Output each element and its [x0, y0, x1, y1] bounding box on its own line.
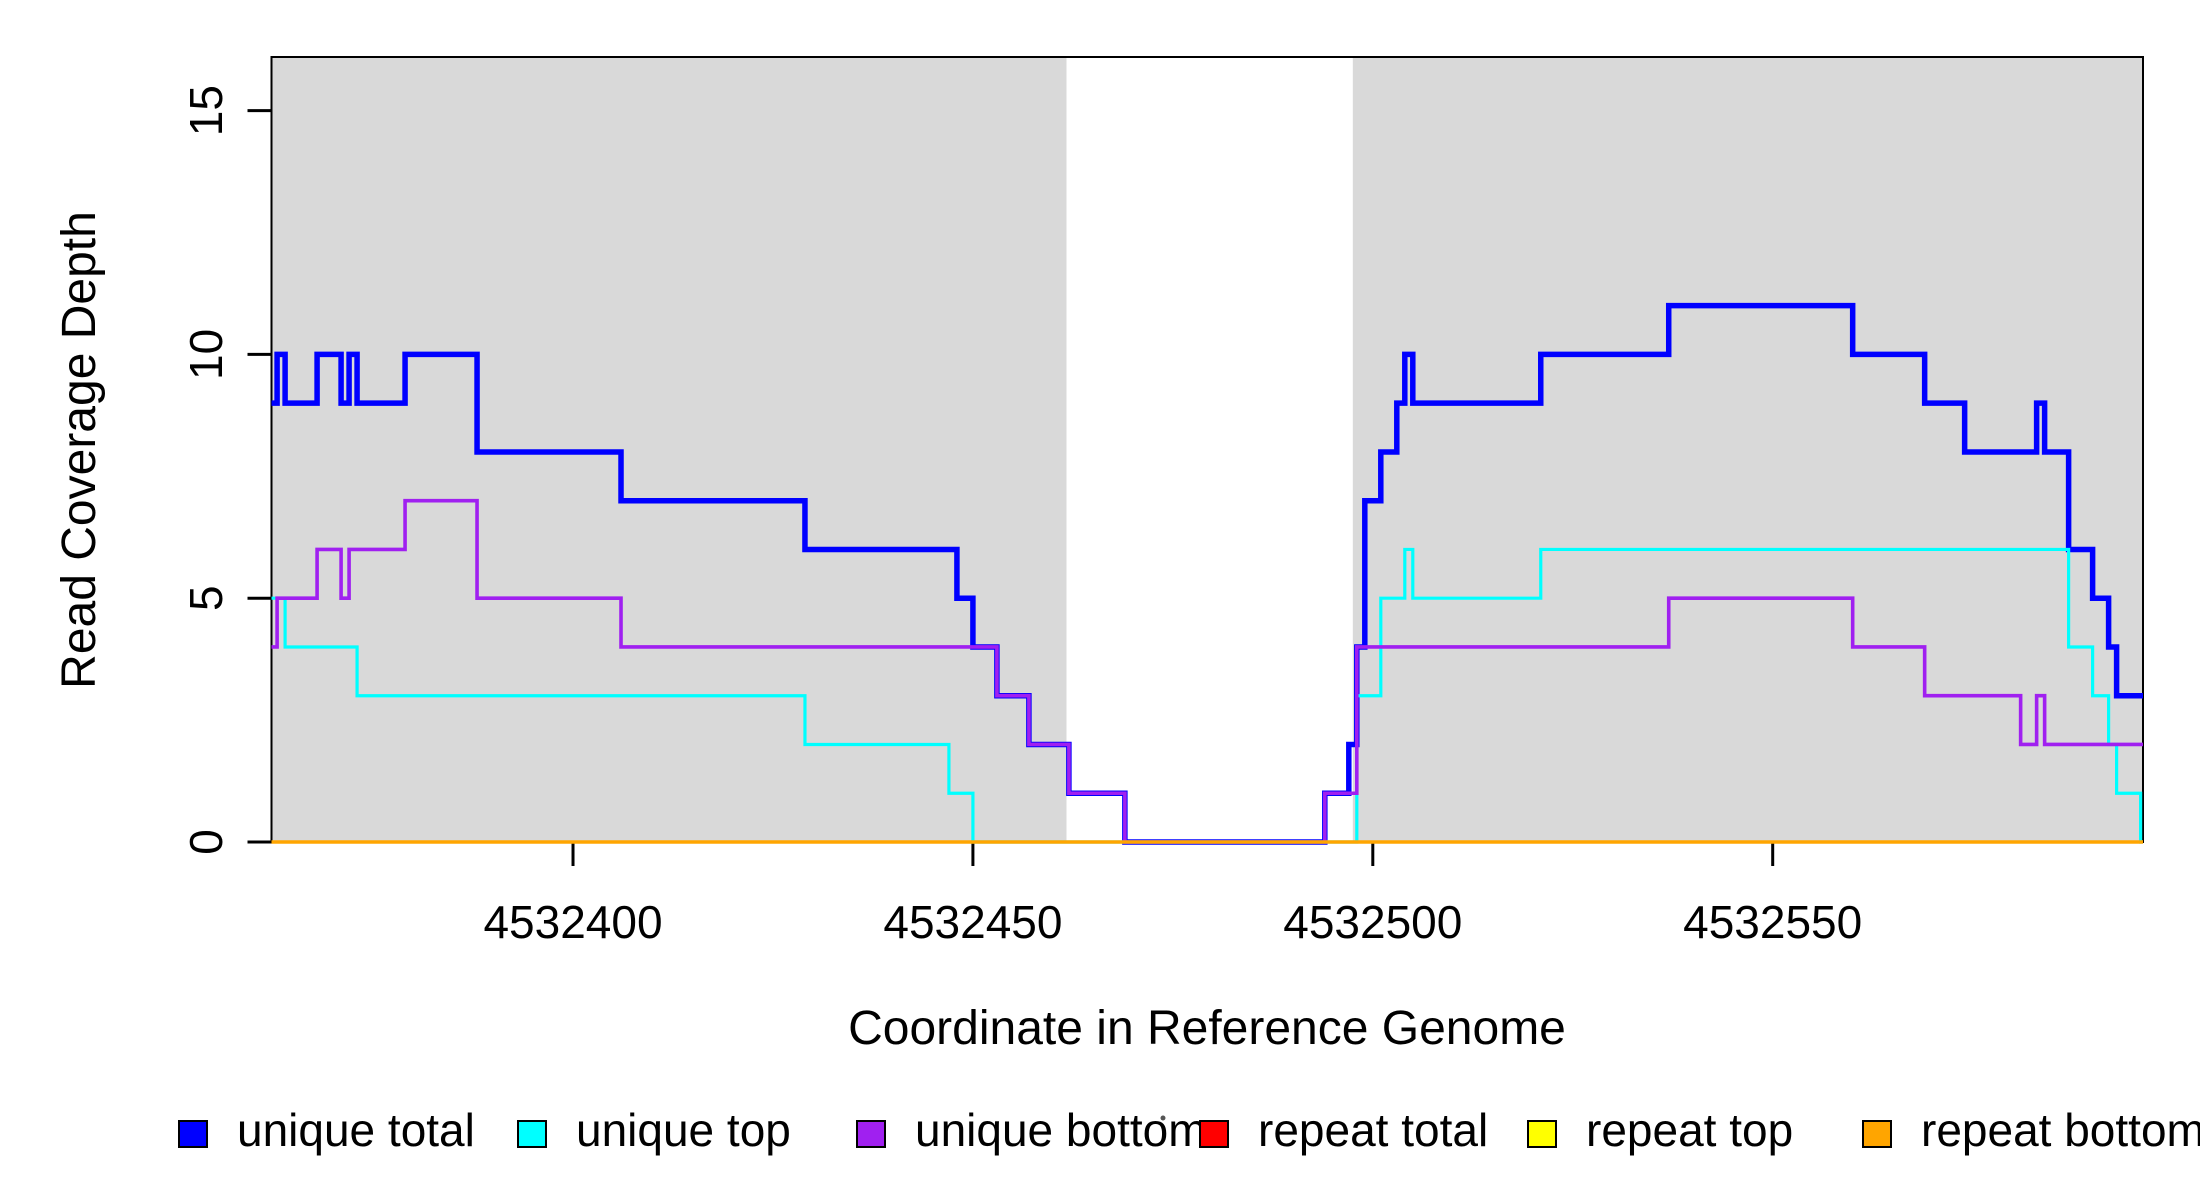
legend-label-unique-total: unique total [237, 1104, 475, 1156]
y-tick-label: 10 [180, 329, 232, 380]
legend-swatch-repeat-top [1527, 1120, 1557, 1148]
stray-dot [1160, 1115, 1166, 1121]
series-line-unique-bottom [271, 498, 2143, 844]
legend-swatch-unique-bottom [856, 1120, 886, 1148]
x-tick-label: 4532550 [1683, 896, 1862, 948]
legend-swatch-repeat-bottom [1862, 1120, 1892, 1148]
legend-swatch-repeat-total [1199, 1120, 1229, 1148]
y-tick-label: 15 [180, 85, 232, 136]
x-tick-label: 4532450 [883, 896, 1062, 948]
x-tick-label: 4532400 [483, 896, 662, 948]
x-tick-label: 4532500 [1283, 896, 1462, 948]
shaded-region-left [271, 57, 1067, 842]
legend-label-unique-top: unique top [576, 1104, 791, 1156]
x-axis-title: Coordinate in Reference Genome [848, 1002, 1566, 1055]
y-tick-label: 0 [180, 829, 232, 855]
legend-label-repeat-bottom: repeat bottom [1921, 1104, 2200, 1156]
legend-label-unique-bottom: unique bottom [915, 1104, 1207, 1156]
legend-swatch-unique-top [517, 1120, 547, 1148]
y-axis-title: Read Coverage Depth [53, 211, 106, 689]
series-line-unique-total [271, 302, 2143, 845]
y-tick-label: 5 [180, 585, 232, 611]
legend-label-repeat-total: repeat total [1258, 1104, 1488, 1156]
legend-label-repeat-top: repeat top [1586, 1104, 1793, 1156]
legend-swatch-unique-total [178, 1120, 208, 1148]
series-line-unique-top [271, 547, 2143, 844]
